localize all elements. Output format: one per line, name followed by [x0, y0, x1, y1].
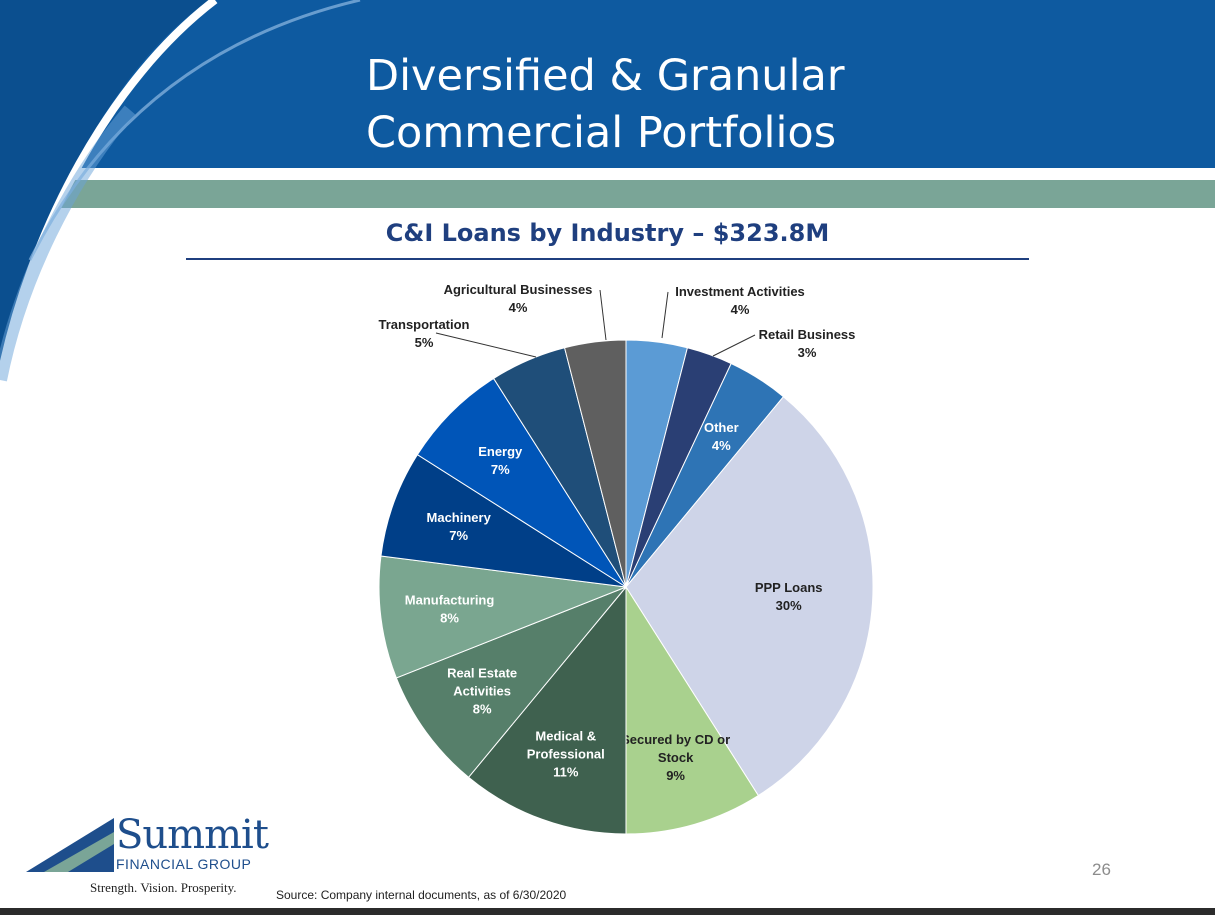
- slice-label-ppp-loans: PPP Loans: [755, 580, 823, 595]
- leader-line-retail-business: [712, 334, 756, 357]
- slide-title-line1: Diversified & Granular: [366, 51, 845, 101]
- slice-label-real-estate-activities: Real Estate: [447, 666, 517, 681]
- slice-label-manufacturing: Manufacturing: [405, 592, 495, 607]
- leader-line-transportation: [435, 332, 537, 358]
- slice-label-medical-professional: Medical &: [535, 728, 596, 743]
- logo-name: Summit: [116, 812, 269, 858]
- chart-title-underline: [186, 258, 1029, 260]
- pie-slice-ppp-loans: [625, 395, 874, 797]
- slice-value-machinery: 7%: [449, 528, 468, 543]
- summit-logo: Summit FINANCIAL GROUP Strength. Vision.…: [24, 812, 274, 902]
- header-divider: [0, 172, 1215, 177]
- left-swoosh: [0, 0, 210, 380]
- slice-label-energy: Energy: [478, 444, 523, 459]
- slice-label-real-estate-activities: Activities: [453, 684, 511, 699]
- slice-label-medical-professional: Professional: [527, 746, 605, 761]
- slice-label-investment-activities: Investment Activities: [675, 284, 805, 299]
- slice-value-real-estate-activities: 8%: [473, 702, 492, 717]
- pie-slice-manufacturing: [378, 555, 627, 679]
- pie-slice-medical-professional: [467, 585, 627, 835]
- slice-value-manufacturing: 8%: [440, 610, 459, 625]
- pie-slice-energy: [416, 377, 627, 588]
- slice-value-investment-activities: 4%: [731, 302, 750, 317]
- slice-value-ppp-loans: 30%: [776, 598, 802, 613]
- page-number: 26: [1092, 860, 1111, 879]
- slice-value-transportation: 5%: [415, 335, 434, 350]
- slice-value-agricultural-businesses: 4%: [509, 300, 528, 315]
- slice-value-energy: 7%: [491, 462, 510, 477]
- slice-label-agricultural-businesses: Agricultural Businesses: [444, 282, 593, 297]
- leader-line-agricultural-businesses: [599, 289, 607, 341]
- bottom-bar: [0, 908, 1215, 915]
- source-note: Source: Company internal documents, as o…: [276, 888, 567, 902]
- header-band: [0, 0, 1215, 168]
- pie-slice-machinery: [380, 453, 627, 588]
- pie-slice-secured-by-cd-or-stock: [625, 585, 760, 835]
- slice-label-retail-business: Retail Business: [759, 327, 856, 342]
- logo-subtitle: FINANCIAL GROUP: [116, 856, 252, 872]
- logo-mountain-icon: [26, 818, 114, 872]
- slice-label-secured-by-cd-or-stock: Stock: [658, 750, 694, 765]
- leader-line-investment-activities: [661, 291, 669, 339]
- slice-value-secured-by-cd-or-stock: 9%: [666, 768, 685, 783]
- slide-title-line2: Commercial Portfolios: [366, 108, 837, 158]
- pie-slice-real-estate-activities: [395, 586, 627, 779]
- slice-value-retail-business: 3%: [798, 345, 817, 360]
- logo-tagline: Strength. Vision. Prosperity.: [90, 880, 237, 895]
- slice-label-secured-by-cd-or-stock: Secured by CD or: [621, 732, 730, 747]
- slice-label-machinery: Machinery: [427, 510, 492, 525]
- slide-title: Diversified & Granular Commercial Portfo…: [366, 48, 845, 162]
- swoosh-glow: [0, 105, 136, 382]
- pie-slice-agricultural-businesses: [563, 339, 627, 588]
- chart-title: C&I Loans by Industry – $323.8M: [385, 219, 830, 247]
- slice-value-other: 4%: [712, 438, 731, 453]
- slice-label-transportation: Transportation: [378, 317, 469, 332]
- slice-label-other: Other: [704, 420, 739, 435]
- slice-value-medical-professional: 11%: [553, 764, 579, 779]
- green-band: [0, 180, 1215, 208]
